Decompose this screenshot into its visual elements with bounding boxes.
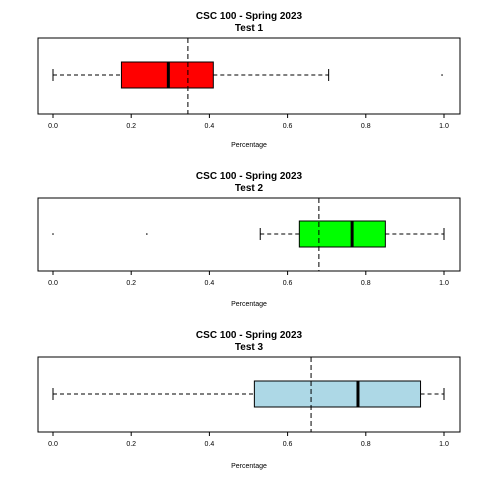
- x-axis-label: Percentage: [231, 463, 267, 470]
- x-tick-label: 0.8: [361, 123, 371, 130]
- panel-subtitle: Test 2: [235, 183, 264, 194]
- panel-test-2: CSC 100 - Spring 2023 Test 2 0.0 0.2 0.4 0.…: [37, 171, 461, 308]
- iqr-box: [253, 380, 422, 408]
- x-tick-label: 0.0: [48, 280, 58, 287]
- panel-title: CSC 100 - Spring 2023: [196, 330, 303, 341]
- x-tick-label: 0.4: [205, 123, 215, 130]
- plot-frame: [37, 197, 461, 272]
- plot-frame: [37, 37, 461, 115]
- x-tick-label: 1.0: [439, 280, 449, 287]
- outlier-point: [441, 74, 443, 76]
- x-axis: 0.0 0.2 0.4 0.6 0.8 1.0: [48, 114, 449, 130]
- x-tick-label: 0.4: [205, 441, 215, 448]
- x-tick-label: 0.0: [48, 123, 58, 130]
- outlier-point: [52, 233, 54, 235]
- x-tick-label: 1.0: [439, 123, 449, 130]
- x-tick-label: 0.2: [126, 280, 136, 287]
- x-tick-label: 0.2: [126, 441, 136, 448]
- outlier-point: [146, 233, 148, 235]
- plot-frame: [37, 356, 461, 433]
- x-tick-label: 1.0: [439, 441, 449, 448]
- x-axis: 0.0 0.2 0.4 0.6 0.8 1.0: [48, 271, 449, 287]
- panel-title: CSC 100 - Spring 2023: [196, 11, 303, 22]
- x-tick-label: 0.2: [126, 123, 136, 130]
- panel-subtitle: Test 1: [235, 23, 264, 34]
- x-tick-label: 0.0: [48, 441, 58, 448]
- x-tick-label: 0.6: [283, 441, 293, 448]
- x-axis: 0.0 0.2 0.4 0.6 0.8 1.0: [48, 432, 449, 448]
- x-tick-label: 0.6: [283, 123, 293, 130]
- iqr-box: [298, 220, 386, 248]
- panel-test-1: CSC 100 - Spring 2023 Test 1 0.0 0.2 0.4 0.…: [37, 11, 461, 149]
- panel-title: CSC 100 - Spring 2023: [196, 171, 303, 182]
- x-tick-label: 0.4: [205, 280, 215, 287]
- panel-subtitle: Test 3: [235, 342, 264, 353]
- x-tick-label: 0.8: [361, 441, 371, 448]
- x-tick-label: 0.6: [283, 280, 293, 287]
- x-tick-label: 0.8: [361, 280, 371, 287]
- panel-test-3: CSC 100 - Spring 2023 Test 3 0.0 0.2 0.4 0.…: [37, 330, 461, 470]
- x-axis-label: Percentage: [231, 301, 267, 308]
- x-axis-label: Percentage: [231, 142, 267, 149]
